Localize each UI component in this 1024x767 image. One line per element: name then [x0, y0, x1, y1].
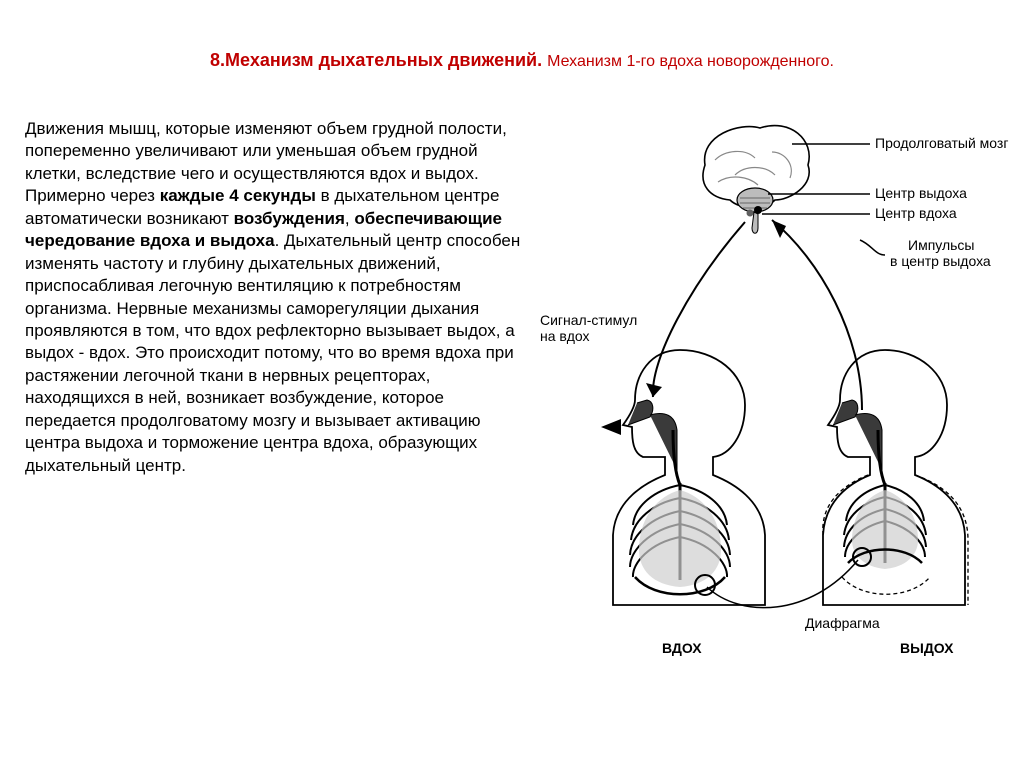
- diaphragm-leader: [707, 560, 858, 608]
- paragraph-1: Движения мышц, которые изменяют объем гр…: [25, 118, 525, 185]
- breathing-diagram: Продолговатый мозг Центр выдоха Центр вд…: [540, 110, 1010, 665]
- label-impulses-1: Импульсы: [908, 237, 975, 253]
- title-main: 8.Механизм дыхательных движений.: [210, 50, 542, 70]
- paragraph-2: Примерно через каждые 4 секунды в дыхате…: [25, 185, 525, 477]
- label-diaphragm: Диафрагма: [805, 615, 880, 631]
- body-text: Движения мышц, которые изменяют объем гр…: [25, 118, 525, 477]
- brain-icon: [703, 126, 809, 234]
- impulse-arrow-up: [772, 220, 862, 410]
- impulse-bracket: [860, 240, 885, 255]
- page-title: 8.Механизм дыхательных движений. Механиз…: [80, 50, 964, 71]
- figure-inhale: [601, 350, 765, 605]
- inhale-arrow-icon: [601, 419, 621, 435]
- label-inhale-center: Центр вдоха: [875, 205, 957, 221]
- figure-exhale: [823, 350, 968, 605]
- label-inhale: ВДОХ: [662, 640, 702, 656]
- label-exhale: ВЫДОХ: [900, 640, 954, 656]
- label-medulla: Продолговатый мозг: [875, 135, 1008, 151]
- brain-leaders: [762, 144, 870, 214]
- title-sub: Механизм 1-го вдоха новорожденного.: [547, 53, 834, 70]
- label-impulses-2: в центр выдоха: [890, 253, 991, 269]
- label-signal-2: на вдох: [540, 328, 590, 344]
- label-signal-1: Сигнал-стимул: [540, 312, 637, 328]
- label-exhale-center: Центр выдоха: [875, 185, 967, 201]
